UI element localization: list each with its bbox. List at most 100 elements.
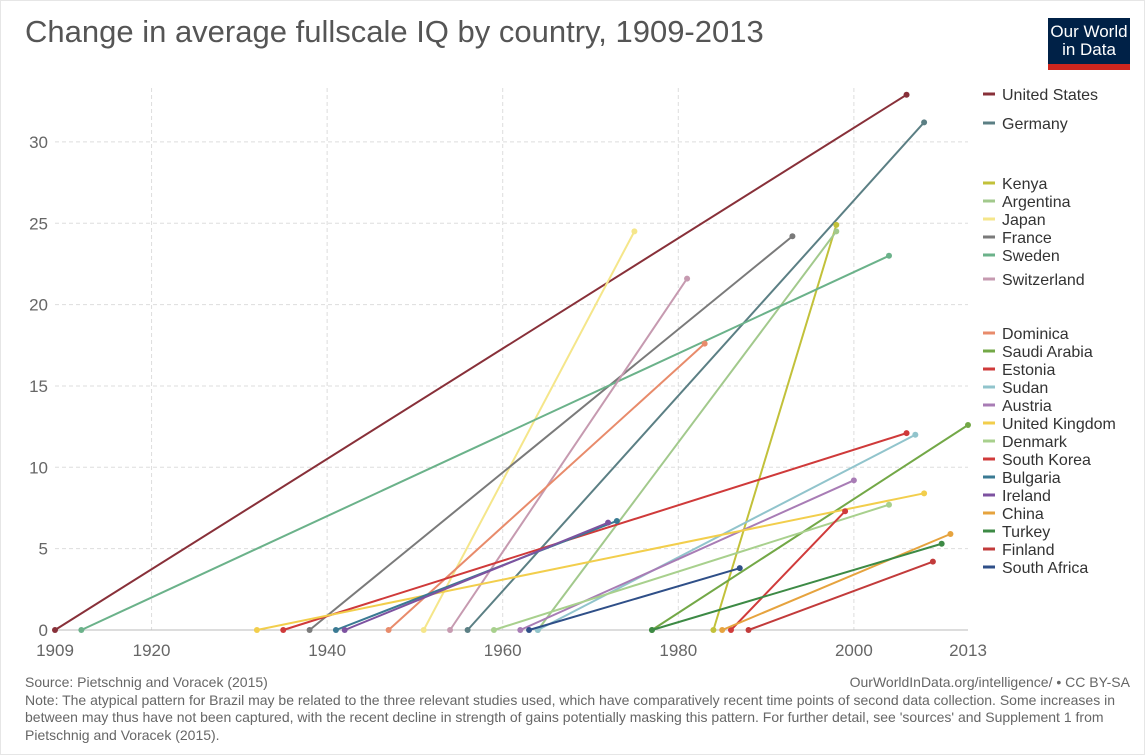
series-turkey [648,540,945,633]
legend-item[interactable]: South Korea [983,452,1091,469]
legend-item[interactable]: Dominica [983,326,1069,343]
legend-item[interactable]: Saudi Arabia [983,344,1093,361]
legend-item[interactable]: Sudan [983,380,1048,397]
y-tick-label: 25 [29,214,48,233]
series-argentina [534,228,840,633]
legend-label: Estonia [1002,362,1055,379]
x-tick-label: 1960 [484,641,522,660]
x-tick-label: 2013 [949,641,987,660]
data-point [736,565,743,572]
license-link[interactable]: OurWorldInData.org/intelligence/ • CC BY… [849,674,1130,690]
x-tick-label: 2000 [835,641,873,660]
data-point [631,228,638,235]
data-point [684,275,691,282]
series-line [80,254,890,631]
legend-item[interactable]: Bulgaria [983,470,1061,487]
legend-item[interactable]: South Africa [983,560,1088,577]
series-estonia [280,430,910,633]
legend-item[interactable]: Estonia [983,362,1055,379]
series-line [528,567,741,631]
data-point [447,627,454,633]
footer: Source: Pietschnig and Voracek (2015) Ou… [25,674,1130,744]
owid-logo[interactable]: Our World in Data [1048,18,1130,70]
legend-label: China [1002,506,1044,523]
series-dominica [385,340,708,633]
data-point [885,501,892,508]
legend-item[interactable]: Germany [983,116,1068,133]
chart-title: Change in average fullscale IQ by countr… [25,14,764,49]
series-ireland [341,519,612,633]
legend-label: Austria [1002,398,1052,415]
data-point [648,627,655,633]
legend-label: Bulgaria [1002,470,1061,487]
x-tick-label: 1909 [36,641,74,660]
data-point [929,558,936,565]
legend-label: Saudi Arabia [1002,344,1093,361]
legend-item[interactable]: United Kingdom [983,416,1116,433]
legend-item[interactable]: United States [983,87,1098,104]
legend-label: Denmark [1002,434,1068,451]
x-tick-label: 1980 [659,641,697,660]
series-line [748,560,934,631]
data-point [947,531,954,538]
legend-label: Kenya [1002,176,1047,193]
data-point [965,421,971,428]
y-tick-label: 5 [39,540,48,559]
series-united-kingdom [253,490,928,633]
series-line [308,235,794,631]
legend-label: Sudan [1002,380,1048,397]
series-united-states [52,91,910,633]
data-point [833,221,840,228]
data-point [903,430,910,437]
data-point [727,627,734,633]
data-point [464,627,471,633]
series-china [719,531,954,633]
legend-item[interactable]: Ireland [983,488,1051,505]
legend-label: Japan [1002,212,1046,229]
data-point [921,490,928,497]
data-point [341,627,348,633]
data-point [719,627,726,633]
note-text: Note: The atypical pattern for Brazil ma… [25,691,1115,743]
legend-item[interactable]: Turkey [983,524,1050,541]
legend-item[interactable]: Kenya [983,176,1047,193]
series-line [256,492,925,631]
legend-item[interactable]: Denmark [983,434,1068,451]
series-line [493,503,890,631]
series-line [282,432,907,631]
data-point [912,431,919,438]
y-tick-label: 30 [29,133,48,152]
legend-label: South Korea [1002,452,1091,469]
legend-label: South Africa [1002,560,1088,577]
series-south-africa [526,565,743,633]
series-japan [420,228,638,633]
data-point [490,627,497,633]
data-point [938,540,945,547]
data-point [526,627,533,633]
data-point [842,508,849,515]
legend-item[interactable]: Argentina [983,194,1071,211]
series-line [387,342,706,631]
series-line [466,121,925,631]
series-kenya [710,221,840,633]
legend-item[interactable]: China [983,506,1044,523]
legend-item[interactable]: Sweden [983,248,1060,265]
data-point [745,627,752,633]
y-tick-label: 20 [29,296,48,315]
series-line [537,230,838,631]
series-line [54,93,908,631]
data-point [850,477,857,484]
legend-item[interactable]: Japan [983,212,1046,229]
series-south-korea [727,508,849,633]
legend-item[interactable]: Finland [983,542,1054,559]
data-point [921,119,928,126]
series-line [344,521,609,631]
legend-item[interactable]: Austria [983,398,1052,415]
legend-item[interactable]: France [983,230,1052,247]
legend-label: Switzerland [1002,272,1085,289]
x-tick-label: 1920 [133,641,171,660]
legend-label: Argentina [1002,194,1071,211]
legend-item[interactable]: Switzerland [983,272,1085,289]
data-point [52,627,58,633]
data-point [420,627,427,633]
